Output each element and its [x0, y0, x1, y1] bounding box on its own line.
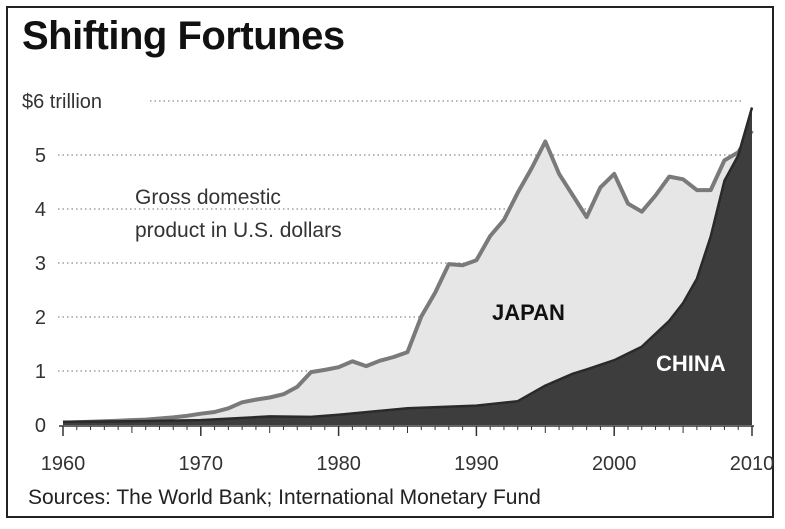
japan-area: [63, 130, 752, 425]
y-tick-label-0: 0: [35, 415, 46, 437]
note-line-2: product in U.S. dollars: [135, 219, 342, 242]
y-tick-label-4: 4: [35, 199, 46, 221]
china-series-label: CHINA: [656, 351, 726, 376]
x-tick-label-1990: 1990: [454, 453, 499, 475]
y-tick-label-2: 2: [35, 307, 46, 329]
annotations: Gross domestic product in U.S. dollars J…: [135, 186, 726, 376]
japan-series-label: JAPAN: [492, 300, 565, 325]
x-tick-label-1980: 1980: [316, 453, 361, 475]
source-note: Sources: The World Bank; International M…: [28, 486, 541, 509]
x-tick-label-1970: 1970: [179, 453, 224, 475]
x-tick-label-2010: 2010: [730, 453, 775, 475]
y-tick-label-3: 3: [35, 253, 46, 275]
y-tick-label-1: 1: [35, 361, 46, 383]
china-line: [62, 107, 754, 424]
y-tick-labels: 0 1 2 3 4 5 $6 trillion: [22, 91, 102, 437]
y-tick-label-5: 5: [35, 145, 46, 167]
japan-line: [62, 129, 754, 425]
x-tick-labels: 1960 1970 1980 1990 2000 2010: [41, 453, 775, 475]
note-line-1: Gross domestic: [135, 186, 281, 209]
y-tick-label-6: $6 trillion: [22, 91, 102, 113]
chart-title: Shifting Fortunes: [22, 14, 345, 58]
x-tick-label-1960: 1960: [41, 453, 86, 475]
series-areas: [62, 107, 754, 425]
x-tick-label-2000: 2000: [592, 453, 637, 475]
china-area: [63, 107, 752, 425]
x-axis: [59, 425, 754, 436]
